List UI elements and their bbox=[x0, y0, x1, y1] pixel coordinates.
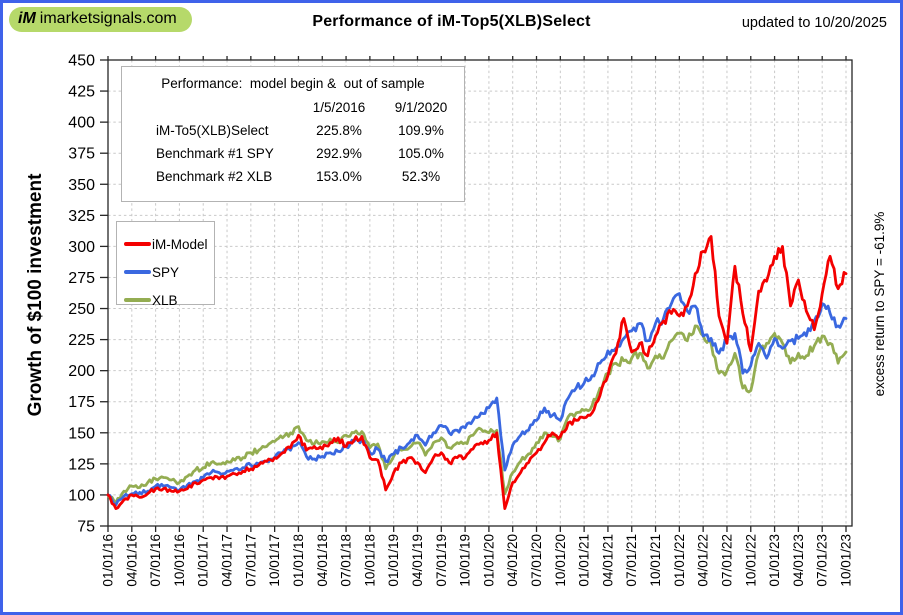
svg-text:275: 275 bbox=[68, 270, 95, 287]
svg-text:125: 125 bbox=[68, 456, 95, 473]
table-value-xlb-oos: 52.3% bbox=[401, 169, 441, 184]
svg-text:01/01/17: 01/01/17 bbox=[196, 534, 211, 587]
logo-site-name: imarketsignals.com bbox=[39, 10, 177, 27]
svg-text:175: 175 bbox=[68, 394, 95, 411]
svg-text:150: 150 bbox=[68, 425, 95, 442]
legend-label-spy: SPY bbox=[152, 264, 180, 280]
page-title: Performance of iM-Top5(XLB)Select bbox=[312, 13, 591, 30]
svg-text:400: 400 bbox=[68, 115, 95, 132]
empty-cell bbox=[128, 100, 298, 115]
svg-text:01/01/21: 01/01/21 bbox=[577, 534, 592, 587]
svg-text:04/01/18: 04/01/18 bbox=[315, 534, 330, 587]
table-row-label-model: iM-To5(XLB)Select bbox=[156, 123, 269, 138]
table-value-spy-begin: 292.9% bbox=[316, 146, 362, 161]
table-value-spy-oos: 105.0% bbox=[398, 146, 444, 161]
svg-text:07/01/16: 07/01/16 bbox=[148, 534, 163, 587]
legend-item-xlb: XLB bbox=[117, 286, 214, 314]
im-model-line-swatch bbox=[124, 242, 151, 246]
svg-text:10/01/23: 10/01/23 bbox=[839, 534, 854, 587]
xlb-line-swatch bbox=[124, 298, 151, 302]
svg-text:01/01/16: 01/01/16 bbox=[101, 534, 116, 587]
svg-text:01/01/19: 01/01/19 bbox=[386, 534, 401, 587]
svg-text:07/01/21: 07/01/21 bbox=[624, 534, 639, 587]
svg-text:75: 75 bbox=[77, 519, 95, 536]
legend-item-spy: SPY bbox=[117, 258, 214, 286]
logo-im-mark: iM bbox=[18, 10, 36, 27]
table-value-model-oos: 109.9% bbox=[398, 123, 444, 138]
legend-label-xlb: XLB bbox=[152, 292, 178, 308]
svg-text:300: 300 bbox=[68, 239, 95, 256]
table-row-label-spy: Benchmark #1 SPY bbox=[156, 146, 274, 161]
svg-text:04/01/19: 04/01/19 bbox=[410, 534, 425, 587]
svg-text:250: 250 bbox=[68, 301, 95, 318]
updated-date: updated to 10/20/2025 bbox=[742, 15, 887, 31]
updated-label: updated to bbox=[741, 15, 811, 31]
svg-text:200: 200 bbox=[68, 363, 95, 380]
svg-text:01/01/23: 01/01/23 bbox=[767, 534, 782, 587]
table-row-label-xlb: Benchmark #2 XLB bbox=[156, 169, 273, 184]
table-value-model-begin: 225.8% bbox=[316, 123, 362, 138]
svg-text:04/01/21: 04/01/21 bbox=[600, 534, 615, 587]
svg-text:07/01/23: 07/01/23 bbox=[815, 534, 830, 587]
svg-text:07/01/22: 07/01/22 bbox=[719, 534, 734, 587]
svg-text:01/01/20: 01/01/20 bbox=[481, 534, 496, 587]
svg-text:07/01/20: 07/01/20 bbox=[529, 534, 544, 587]
svg-text:10/01/17: 10/01/17 bbox=[267, 534, 282, 587]
legend-label-im-model: iM-Model bbox=[152, 236, 208, 252]
svg-text:04/01/16: 04/01/16 bbox=[124, 534, 139, 587]
spy-line-swatch bbox=[124, 270, 151, 274]
svg-text:10/01/22: 10/01/22 bbox=[743, 534, 758, 587]
svg-text:10/01/19: 10/01/19 bbox=[458, 534, 473, 587]
updated-value: 10/20/2025 bbox=[814, 15, 887, 31]
svg-text:07/01/17: 07/01/17 bbox=[243, 534, 258, 587]
svg-text:350: 350 bbox=[68, 177, 95, 194]
performance-chart: 75 100 125 150 175 200 225 250 275 300 325 350 375 40… bbox=[68, 53, 854, 587]
column-header-out-of-sample: 9/1/2020 bbox=[394, 100, 448, 115]
svg-text:425: 425 bbox=[68, 84, 95, 101]
svg-text:04/01/17: 04/01/17 bbox=[220, 534, 235, 587]
svg-text:450: 450 bbox=[68, 53, 95, 70]
svg-text:04/01/22: 04/01/22 bbox=[696, 534, 711, 587]
svg-text:01/01/18: 01/01/18 bbox=[291, 534, 306, 587]
logo: iM imarketsignals.com bbox=[9, 7, 192, 32]
performance-table-grid: 1/5/2016 9/1/2020 iM-To5(XLB)Select 225.… bbox=[122, 100, 464, 184]
column-header-model-begin: 1/5/2016 bbox=[312, 100, 366, 115]
table-value-xlb-begin: 153.0% bbox=[316, 169, 362, 184]
svg-text:07/01/18: 07/01/18 bbox=[339, 534, 354, 587]
legend: iM-Model SPY XLB bbox=[116, 221, 215, 308]
svg-text:100: 100 bbox=[68, 487, 95, 504]
performance-table: Performance: model begin & out of sample… bbox=[121, 66, 465, 202]
performance-table-heading: Performance: model begin & out of sample bbox=[161, 76, 425, 91]
svg-text:10/01/16: 10/01/16 bbox=[172, 534, 187, 587]
svg-text:01/01/22: 01/01/22 bbox=[672, 534, 687, 587]
legend-item-im-model: iM-Model bbox=[117, 230, 214, 258]
svg-text:375: 375 bbox=[68, 146, 95, 163]
svg-text:325: 325 bbox=[68, 208, 95, 225]
svg-text:225: 225 bbox=[68, 332, 95, 349]
svg-text:10/01/20: 10/01/20 bbox=[553, 534, 568, 587]
svg-text:04/01/20: 04/01/20 bbox=[505, 534, 520, 587]
svg-text:10/01/18: 10/01/18 bbox=[362, 534, 377, 587]
svg-text:07/01/19: 07/01/19 bbox=[434, 534, 449, 587]
svg-text:10/01/21: 10/01/21 bbox=[648, 534, 663, 587]
svg-text:04/01/23: 04/01/23 bbox=[791, 534, 806, 587]
